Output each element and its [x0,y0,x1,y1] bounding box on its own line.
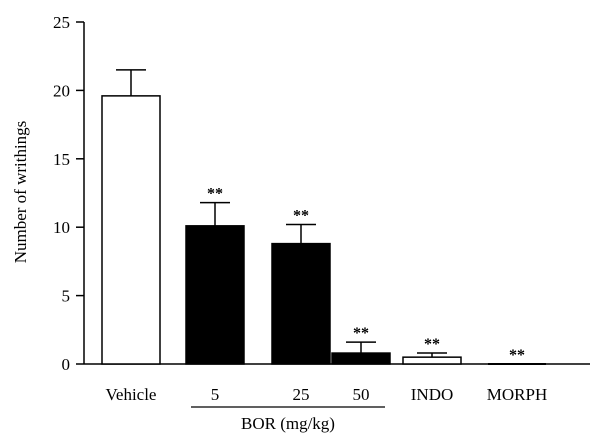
y-tick-label: 20 [53,81,70,100]
group-label: BOR (mg/kg) [241,414,335,433]
y-tick-label: 15 [53,150,70,169]
y-tick-label: 5 [62,287,71,306]
bar [271,242,331,365]
bar [185,225,245,365]
x-tick-label: MORPH [487,385,547,404]
bar [101,95,161,365]
bars [101,69,546,365]
significance-label: ** [207,186,223,203]
x-tick-label: INDO [411,385,454,404]
significance-label: ** [293,207,309,224]
y-tick-label: 0 [62,355,71,374]
significance-label: ** [509,347,525,364]
x-tick-label: 5 [211,385,220,404]
bar [331,352,391,365]
significance-label: ** [424,336,440,353]
x-tick-label: 50 [353,385,370,404]
y-tick-label: 25 [53,13,70,32]
significance-label: ** [353,325,369,342]
y-axis: 0 5 10 15 20 25 [53,13,85,374]
x-tick-label: 25 [293,385,310,404]
bar [402,356,462,365]
y-tick-label: 10 [53,218,70,237]
labels: Vehicle ** 5 ** 25 ** 50 ** INDO ** MORPH BOR (mg/k… [106,186,548,433]
y-axis-label: Number of writhings [11,121,30,264]
x-tick-label: Vehicle [106,385,157,404]
